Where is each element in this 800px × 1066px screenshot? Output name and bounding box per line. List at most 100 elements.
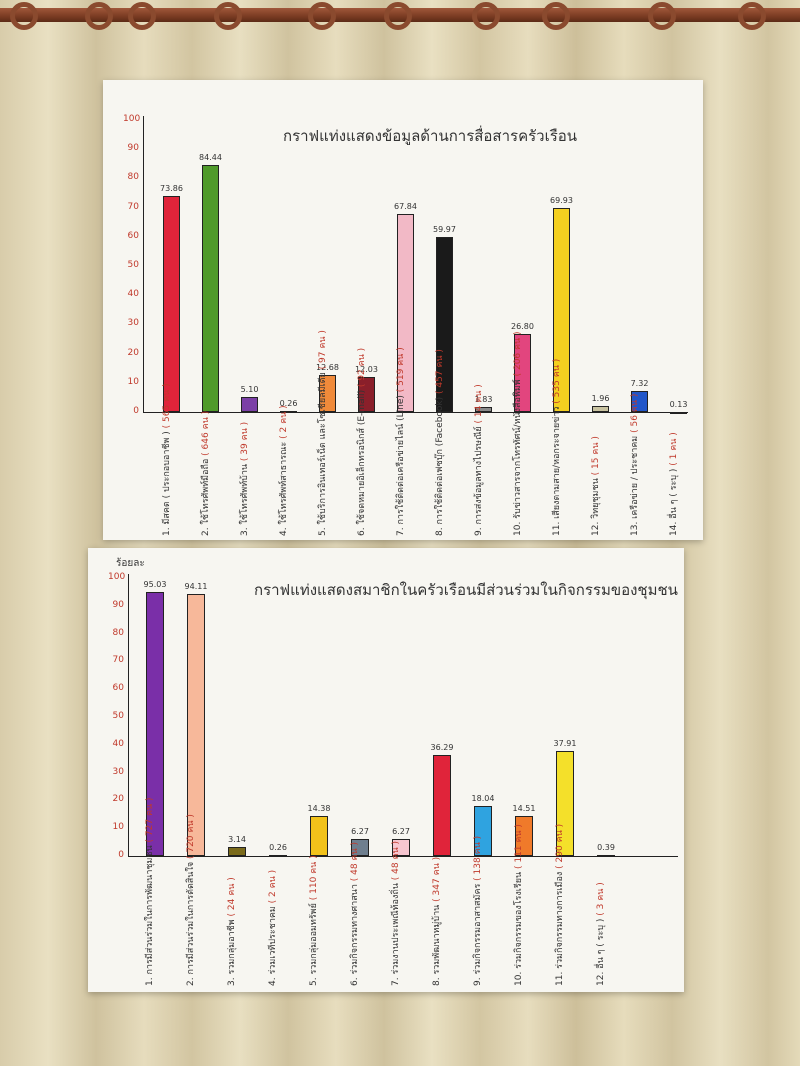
bar-value-label: 3.14 (228, 835, 246, 845)
bar-value-label: 6.27 (351, 826, 369, 836)
category-label: 8. การใช้ติดต่อเฟซบุ๊ก (Facebook) ( 457 … (435, 349, 445, 536)
category-name: 9. การส่งข้อมูลทางไปรษณีย์ (473, 423, 484, 536)
category-count: ( 519 คน ) (395, 347, 406, 393)
category-label: 12. วิทยุชุมชน ( 15 คน ) (591, 418, 601, 536)
y-tick-label: 50 (112, 711, 124, 721)
category-name: 7. การใช้ติดต่อเครือข่ายไลน์ (Line) (395, 392, 406, 536)
y-tick-label: 60 (127, 230, 139, 241)
category-name: 7. ร่วมงานประเพณีท้องถิ่น (391, 880, 401, 986)
bar-value-label: 6.27 (392, 826, 410, 836)
y-tick-label: 10 (112, 822, 124, 833)
category-label: 5. รวมกลุ่มออมทรัพย์ ( 110 คน ) (309, 855, 319, 986)
category-count: ( 56 คน ) (629, 393, 640, 433)
bar (397, 213, 414, 412)
category-count: ( 97 คน ) (317, 330, 328, 370)
category-label: 6. ร่วมกิจกรรมทางศาสนา ( 48 คน ) (350, 842, 360, 986)
y-tick-label: 30 (127, 318, 139, 329)
category-count: ( 3 คน ) (596, 882, 606, 916)
category-label: 9. การส่งข้อมูลทางไปรษณีย์ ( 14 คน ) (473, 384, 484, 536)
bar-value-label: 67.84 (394, 201, 417, 211)
category-name: 5. ใช้บริการอินเทอร์เน็ต และโซเชียลมีเดี… (317, 369, 328, 536)
category-label: 1. มีสคต ( ประกอบอาชีพ ) ( 565 คน ) (162, 383, 172, 536)
category-count: ( 2 คน ) (268, 869, 278, 904)
bar (146, 591, 164, 856)
y-tick-label: 100 (123, 114, 141, 124)
category-count: ( 457 คน ) (434, 349, 445, 395)
bar (436, 236, 453, 412)
curtain-ring (10, 2, 38, 30)
category-name: 2. ใช้โทรศัพท์มือถือ (200, 455, 211, 536)
curtain-ring (85, 2, 113, 30)
bar (358, 376, 375, 412)
category-name: 11. ร่วมกิจกรรมทางการเมือง (555, 868, 565, 986)
bar-value-label: 14.38 (307, 804, 331, 814)
bar (433, 755, 451, 856)
y-tick-label: 40 (112, 738, 124, 749)
category-count: ( 2 คน ) (278, 405, 289, 439)
category-count: ( 720 คน ) (186, 814, 196, 860)
bar (592, 406, 609, 412)
y-tick-label: 70 (112, 655, 124, 666)
category-count: ( 290 คน ) (555, 823, 565, 869)
y-tick-label: 20 (112, 794, 124, 805)
bar-value-label: 84.44 (199, 153, 222, 163)
bar (670, 411, 687, 414)
category-count: ( 727 คน ) (145, 797, 155, 843)
bar (475, 406, 492, 412)
category-label: 2. การมีส่วนร่วมในการตัดสินใจ ( 720 คน ) (186, 814, 196, 986)
bar (241, 397, 258, 412)
chart-title: กราฟแท่งแสดงสมาชิกในครัวเรือนมีส่วนร่วมใ… (254, 581, 678, 599)
category-name: 6. ร่วมกิจกรรมทางศาสนา (350, 881, 360, 986)
bar-value-label: 59.97 (433, 224, 456, 234)
category-count: ( 347 คน ) (432, 856, 442, 902)
y-tick-label: 90 (112, 599, 124, 610)
y-tick-label: 0 (118, 850, 124, 860)
bar-value-label: 7.32 (630, 378, 649, 388)
bar-value-label: 5.10 (240, 385, 259, 395)
bar (319, 374, 336, 412)
category-label: 10. ร่วมกิจกรรมของโรงเรียน ( 111 คน ) (514, 824, 524, 986)
category-count: ( 138 คน ) (473, 835, 483, 881)
category-count: ( 646 คน ) (200, 410, 211, 456)
category-count: ( 1 คน ) (668, 432, 679, 466)
bar-value-label: 14.51 (512, 803, 536, 813)
category-label: 10. รับข่าวสารจากโทรทัศน์/หนังสือพิมพ์ (… (513, 331, 523, 536)
category-label: 3. ใช้โทรศัพท์บ้าน ( 39 คน ) (240, 418, 250, 536)
category-label: 7. การใช้ติดต่อเครือข่ายไลน์ (Line) ( 51… (396, 347, 406, 536)
bar (553, 207, 570, 412)
category-count: ( 110 คน ) (309, 855, 319, 901)
category-label: 1. การมีส่วนร่วมในการพัฒนาชุมชน ( 727 คน… (145, 797, 155, 986)
bar-value-label: 1.96 (591, 394, 610, 404)
bar-value-label: 95.03 (143, 579, 167, 589)
category-name: 1. การมีส่วนร่วมในการพัฒนาชุมชน (145, 842, 155, 986)
y-tick-label: 80 (112, 627, 124, 638)
bar (392, 838, 410, 856)
category-name: 13. เครือข่าย / ประชาคม (629, 432, 640, 536)
y-tick-label: 90 (127, 143, 139, 154)
poster-community-participation: กราฟแท่งแสดงสมาชิกในครัวเรือนมีส่วนร่วมใ… (88, 548, 684, 992)
category-label: 5. ใช้บริการอินเทอร์เน็ต และโซเชียลมีเดี… (318, 330, 328, 536)
category-name: 10. ร่วมกิจกรรมของโรงเรียน (514, 869, 524, 986)
category-name: 3. ใช้โทรศัพท์บ้าน (239, 461, 250, 536)
category-label: 4. ร่วมเวทีประชาคม ( 2 คน ) (268, 862, 278, 986)
curtain-ring (648, 2, 676, 30)
category-count: ( 24 คน ) (227, 877, 237, 917)
category-name: 4. ร่วมเวทีประชาคม (268, 903, 278, 986)
bar-value-label: 26.80 (511, 321, 534, 331)
category-label: 11. เสียงตามสาย/หอกระจายข่าว ( 535 คน ) (552, 359, 562, 536)
y-tick-label: 50 (127, 260, 139, 270)
y-tick-label: 70 (127, 201, 139, 212)
curtain-ring (542, 2, 570, 30)
bar-value-label: 0.26 (279, 399, 298, 409)
category-count: ( 14 คน ) (473, 384, 484, 424)
bar (351, 838, 369, 856)
y-tick-label: 20 (127, 347, 139, 358)
y-tick-label: 80 (127, 172, 139, 183)
category-label: 4. ใช้โทรศัพท์สาธารณะ ( 2 คน ) (279, 405, 289, 536)
y-tick-label: 30 (112, 766, 124, 777)
bar-value-label: 94.11 (184, 582, 208, 592)
category-name: 8. รวมพัฒนาหมู่บ้าน (432, 901, 442, 986)
bar (202, 165, 219, 412)
category-name: 6. ใช้จดหมายอิเล็กทรอนิกส์ (E-mail) (356, 387, 367, 536)
